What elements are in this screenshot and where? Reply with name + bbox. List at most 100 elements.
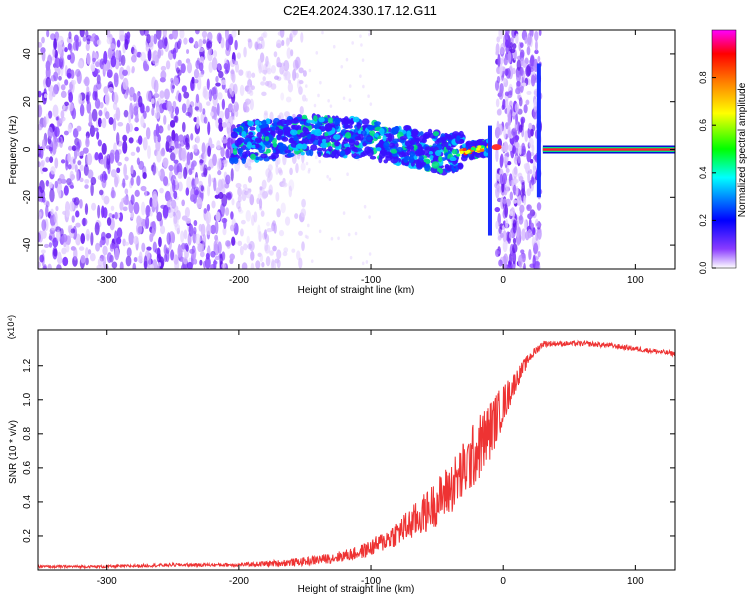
spectral-cell [241,131,247,138]
spectral-cell [185,217,192,224]
spectral-cell [432,131,440,137]
spectral-cell [82,217,86,227]
spectral-cell [65,208,70,218]
spectral-cell [524,130,529,143]
spectral-cell [330,151,335,159]
spectral-cell [43,264,47,269]
spectral-cell [153,33,158,45]
spectral-cell [157,48,162,59]
spectral-cell [224,207,230,216]
spectral-cell [169,119,176,128]
spectral-cell [281,39,285,47]
spectral-cell [459,150,464,155]
spectral-cell [232,157,239,165]
spectral-cell [319,80,322,85]
colorbar-ticks: 0.0 0.2 0.4 0.6 0.8 [698,71,716,274]
spectral-cell [277,167,283,174]
spectral-cell [79,104,85,117]
spectral-cell [162,157,169,168]
spectral-cell [392,138,399,144]
spectral-cell [295,162,299,174]
spectral-cell [41,49,46,62]
spectral-cell [130,194,135,206]
spectral-cell [212,153,217,166]
spectral-cell [224,30,229,40]
spectral-cell [163,176,169,187]
spectral-cell [328,177,332,182]
spectral-cell [173,190,178,200]
x-tick-label: -200 [229,275,249,286]
spectral-cell [96,131,100,140]
spectral-cell [241,157,247,164]
spectral-cell [222,159,228,164]
spectral-cell [258,231,262,243]
spectral-cell [292,69,297,81]
spectral-cell [56,263,62,269]
spectral-cell [133,235,139,245]
spectral-cell [503,253,509,265]
spectral-cell [343,123,349,129]
spectral-cell [71,145,77,152]
spectral-cell [125,255,132,267]
spectral-cell [177,171,183,179]
spectral-cell [110,205,115,211]
spectral-cell [530,74,536,87]
spectral-cell [360,43,363,47]
spectral-cell [47,54,53,66]
spectral-cell [298,67,304,74]
spectral-cell [138,95,143,108]
spectral-cell [403,157,409,163]
spectral-cell [167,124,171,131]
spectral-cell [423,148,430,156]
snr-y-ticks: 0.2 0.4 0.6 0.8 1.0 1.2 [22,358,675,543]
snr-y-multiplier: (x10⁴) [6,315,16,339]
spectral-cell [379,127,385,135]
spectral-cell [495,43,500,56]
spectral-cell [174,223,181,232]
spectral-cell [180,264,187,269]
spectral-cell [512,185,517,193]
spectral-cell [124,39,129,51]
spectral-cell [538,30,542,37]
spectral-cell [142,172,147,179]
spectral-cell [55,205,59,212]
spectral-cell [172,47,177,60]
spectral-cell [134,189,140,197]
spectral-cell [38,42,43,48]
spectral-cell [40,159,46,167]
spectral-cell [526,46,531,56]
spectral-cell [40,229,47,239]
spectral-cell [281,136,289,142]
spectral-cell [77,60,84,69]
spectral-cell [215,211,221,222]
spectral-cell [367,94,370,98]
spectral-cell [137,135,143,145]
spectral-cell [160,225,166,235]
spectral-cell [90,37,95,42]
spectral-cell [134,117,140,123]
spectral-cell [113,72,119,83]
colorbar-tick-label: 0.6 [698,119,708,132]
y-tick-label: 0 [22,146,33,152]
spectral-cell [208,61,213,73]
spectral-cell [299,132,307,138]
spectral-cell [322,153,331,158]
spectral-cell [195,30,200,35]
spectral-cell [222,227,227,236]
spectral-cell [145,44,150,52]
spectral-cell [124,156,129,162]
spectral-cell [202,108,206,115]
spectral-cell [306,133,312,140]
spectral-cell [276,208,281,218]
spectral-cell [78,246,85,251]
spectral-cell [137,226,143,234]
spectral-cell [79,164,84,172]
spectral-cell [274,75,280,80]
spectral-cell [318,229,322,234]
spectral-cell [58,185,62,199]
spectral-cell [76,141,81,152]
spectral-cell [505,30,510,36]
spectral-cell [173,162,180,176]
spectral-cell [75,210,80,218]
spectral-cell [324,124,333,132]
